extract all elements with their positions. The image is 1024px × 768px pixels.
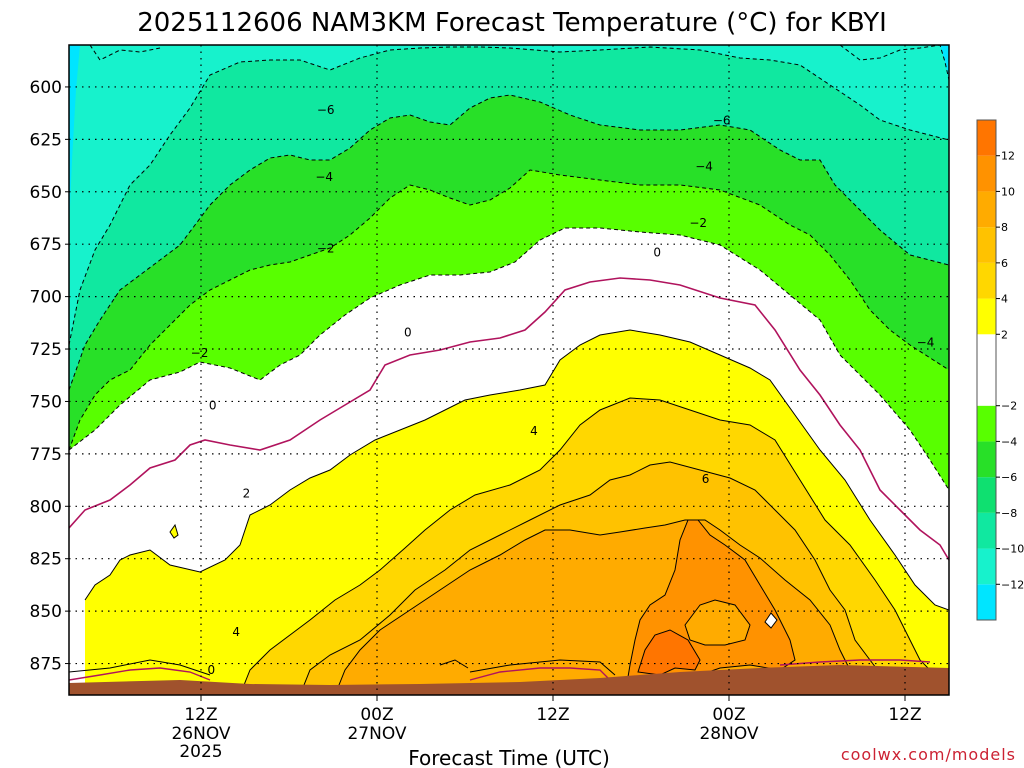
terrain	[69, 665, 949, 695]
contour-label: 2	[243, 487, 251, 501]
contour-four	[239, 397, 949, 695]
x-tick-label: 12Z	[888, 705, 921, 725]
colorbar-tick-label: 6	[1001, 257, 1008, 270]
contour-label: 0	[653, 246, 661, 260]
y-tick-label: 625	[30, 130, 62, 150]
contour-label: 4	[232, 625, 240, 639]
colorbar-swatch	[977, 155, 996, 192]
contour-near-surface-2	[69, 659, 616, 676]
chart-title: 2025112606 NAM3KM Forecast Temperature (…	[137, 8, 887, 38]
contour-twelve	[637, 629, 701, 676]
y-tick-label: 875	[30, 655, 62, 675]
x-tick-label: 12Z	[536, 705, 569, 725]
x-tick-year: 2025	[179, 742, 222, 762]
grid	[69, 45, 949, 695]
colorbar-swatch	[977, 334, 996, 406]
contour-minus-10	[89, 45, 949, 81]
colorbar-swatch	[977, 512, 996, 549]
plot-frame	[68, 44, 950, 696]
x-tick-date: 27NOV	[347, 724, 406, 744]
colorbar-swatch	[977, 262, 996, 299]
contour-label: −2	[689, 216, 707, 230]
colorbar-swatch	[977, 298, 996, 335]
band-orange-12	[638, 630, 700, 675]
colorbar-tick-label: −10	[1001, 543, 1024, 556]
colorbar-swatch	[977, 441, 996, 478]
contour-label: −2	[317, 241, 335, 255]
credit-text: coolwx.com/models	[841, 745, 1016, 764]
y-tick-label: 700	[30, 288, 62, 308]
colorbar-swatch	[977, 405, 996, 442]
contour-labels: −6 −6 −4 −4 −4 −2 −2 −2 0 0 0 2 4 4 6 0	[191, 103, 935, 677]
x-tick-label: 00Z	[712, 705, 745, 725]
colorbar-tick-label: −6	[1001, 471, 1017, 484]
contour-label: 4	[530, 424, 538, 438]
y-tick-label: 850	[30, 602, 62, 622]
contour-label: 6	[702, 472, 710, 486]
y-tick-label: 600	[30, 78, 62, 98]
contour-minus-8	[69, 46, 949, 346]
contour-minus-2	[69, 227, 949, 491]
colorbar-tick-label: −12	[1001, 578, 1024, 591]
contour-label: −6	[317, 103, 335, 117]
x-tick-label: 12Z	[184, 705, 217, 725]
colorbar-swatch	[977, 227, 996, 263]
contour-ten-inner	[684, 599, 751, 646]
colorbar-tick-label: 12	[1001, 150, 1015, 163]
contour-warm-pocket	[169, 523, 179, 539]
contour-near-surface	[69, 659, 931, 681]
contour-label: 0	[404, 325, 412, 339]
contour-label: −4	[695, 160, 713, 174]
contour-label: −6	[713, 113, 731, 127]
y-tick-label: 675	[30, 235, 62, 255]
colorbar-swatch	[977, 477, 996, 513]
y-tick-label: 750	[30, 392, 62, 412]
contour-ten	[624, 519, 796, 695]
contour-minus-4	[69, 169, 949, 451]
colorbar-swatch	[977, 584, 996, 620]
colorbar-tick-label: 10	[1001, 185, 1015, 198]
contour-minus-6	[69, 94, 949, 391]
colorbar-swatch	[977, 548, 996, 585]
x-tick-label: 00Z	[360, 705, 393, 725]
colorbar: 12 10 8 6 4 2 −2 −4 −6 −8 −10 −12	[976, 119, 1024, 621]
y-tick-label: 725	[30, 340, 62, 360]
x-axis-label: Forecast Time (UTC)	[408, 746, 610, 768]
y-tick-label: 825	[30, 550, 62, 570]
y-tick-label: 775	[30, 445, 62, 465]
colorbar-tick-label: 2	[1001, 328, 1008, 341]
colorbar-tick-label: 8	[1001, 221, 1008, 234]
contour-label: 0	[207, 663, 215, 677]
colorbar-swatch	[977, 120, 996, 156]
y-tick-label: 650	[30, 183, 62, 203]
x-tick-date: 28NOV	[699, 724, 758, 744]
y-axis: 600 625 650 675 700 725 750 775 800 825 850 875	[30, 78, 69, 675]
contour-label: −4	[315, 170, 333, 184]
y-tick-label: 800	[30, 497, 62, 517]
x-tick-date: 26NOV	[171, 724, 230, 744]
contour-six	[299, 461, 896, 695]
contour-zero	[69, 277, 949, 561]
contour-cold-pocket	[764, 612, 778, 629]
contour-label: −4	[917, 336, 935, 350]
colorbar-frame	[976, 119, 997, 621]
colorbar-tick-label: −8	[1001, 507, 1017, 520]
colorbar-swatch	[977, 191, 996, 228]
colorbar-tick-label: 4	[1001, 293, 1008, 306]
colorbar-tick-label: −2	[1001, 400, 1017, 413]
contour-eight	[334, 519, 861, 695]
colorbar-tick-label: −4	[1001, 435, 1017, 448]
contour-two	[84, 329, 949, 611]
contour-label: −2	[191, 346, 209, 360]
contour-label: 0	[209, 399, 217, 413]
